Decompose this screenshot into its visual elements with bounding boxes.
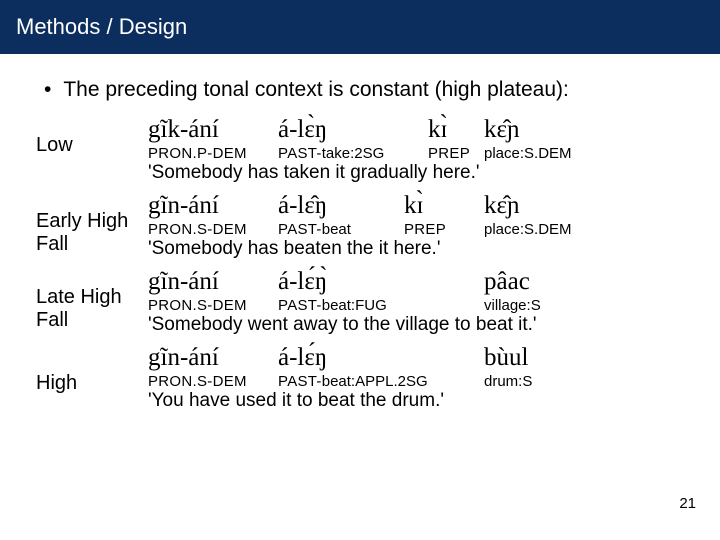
word: gĩn-ání — [148, 344, 278, 372]
gloss: PRON.S-DEM — [148, 297, 278, 314]
example-body: gĩn-ání á-lɛ̂ŋ kɪ̀ kɛ̂ɲ PRON.S-DEM PAST-… — [148, 192, 700, 262]
gloss: PREP — [404, 221, 484, 238]
bullet-dot: • — [44, 78, 51, 102]
gloss: PAST-beat — [278, 221, 404, 238]
word: á-lɛ̂ŋ — [278, 192, 404, 220]
gloss: PAST-take:2SG — [278, 145, 428, 162]
gloss: village:S — [484, 297, 541, 314]
example-gloss: PRON.S-DEM PAST-beat:APPL.2SG drum:S — [148, 373, 700, 390]
example-row: Low gĩk-ání á-lɛ̀ŋ kɪ̀ kɛ̂ɲ PRON.P-DEM P… — [20, 116, 700, 186]
example-transcription: gĩn-ání á-lɛ́ŋ bùul — [148, 344, 700, 372]
example-translation: 'Somebody has beaten the it here.' — [148, 238, 700, 260]
example-translation: 'Somebody went away to the village to be… — [148, 314, 700, 336]
example-body: gĩn-ání á-lɛ́ŋ bùul PRON.S-DEM PAST-beat… — [148, 344, 700, 414]
example-transcription: gĩk-ání á-lɛ̀ŋ kɪ̀ kɛ̂ɲ — [148, 116, 700, 144]
example-label: High — [20, 344, 148, 395]
word: á-lɛ̀ŋ — [278, 116, 428, 144]
word: gĩn-ání — [148, 268, 278, 296]
gloss: PRON.P-DEM — [148, 145, 278, 162]
example-label: Early High Fall — [20, 192, 148, 256]
word: gĩn-ání — [148, 192, 278, 220]
slide-header: Methods / Design — [0, 0, 720, 54]
bullet-text: The preceding tonal context is constant … — [63, 78, 568, 102]
word: gĩk-ání — [148, 116, 278, 144]
gloss: PAST-beat:APPL.2SG — [278, 373, 484, 390]
example-body: gĩk-ání á-lɛ̀ŋ kɪ̀ kɛ̂ɲ PRON.P-DEM PAST-… — [148, 116, 700, 186]
bullet-item: • The preceding tonal context is constan… — [44, 78, 700, 102]
example-label: Low — [20, 116, 148, 157]
gloss: PREP — [428, 145, 484, 162]
word: kɛ̂ɲ — [484, 192, 520, 220]
example-transcription: gĩn-ání á-lɛ̂ŋ kɪ̀ kɛ̂ɲ — [148, 192, 700, 220]
gloss: PRON.S-DEM — [148, 221, 278, 238]
example-label: Late High Fall — [20, 268, 148, 332]
example-body: gĩn-ání á-lɛ́ŋ̀ pâac PRON.S-DEM PAST-bea… — [148, 268, 700, 338]
example-gloss: PRON.S-DEM PAST-beat PREP place:S.DEM — [148, 221, 700, 238]
page-number: 21 — [679, 495, 696, 512]
gloss: drum:S — [484, 373, 532, 390]
example-row: Early High Fall gĩn-ání á-lɛ̂ŋ kɪ̀ kɛ̂ɲ … — [20, 192, 700, 262]
example-gloss: PRON.P-DEM PAST-take:2SG PREP place:S.DE… — [148, 145, 700, 162]
word: kɛ̂ɲ — [484, 116, 520, 144]
word: bùul — [484, 344, 528, 372]
word: kɪ̀ — [428, 116, 484, 144]
word: á-lɛ́ŋ̀ — [278, 268, 484, 296]
gloss: place:S.DEM — [484, 145, 572, 162]
slide-content: • The preceding tonal context is constan… — [0, 54, 720, 414]
gloss: PAST-beat:FUG — [278, 297, 484, 314]
example-transcription: gĩn-ání á-lɛ́ŋ̀ pâac — [148, 268, 700, 296]
word: pâac — [484, 268, 530, 296]
example-gloss: PRON.S-DEM PAST-beat:FUG village:S — [148, 297, 700, 314]
word: kɪ̀ — [404, 192, 484, 220]
example-row: Late High Fall gĩn-ání á-lɛ́ŋ̀ pâac PRON… — [20, 268, 700, 338]
gloss: PRON.S-DEM — [148, 373, 278, 390]
slide-title: Methods / Design — [16, 14, 187, 39]
word: á-lɛ́ŋ — [278, 344, 484, 372]
example-translation: 'Somebody has taken it gradually here.' — [148, 162, 700, 184]
examples-block: Low gĩk-ání á-lɛ̀ŋ kɪ̀ kɛ̂ɲ PRON.P-DEM P… — [20, 116, 700, 414]
example-row: High gĩn-ání á-lɛ́ŋ bùul PRON.S-DEM PAST… — [20, 344, 700, 414]
example-translation: 'You have used it to beat the drum.' — [148, 390, 700, 412]
gloss: place:S.DEM — [484, 221, 572, 238]
